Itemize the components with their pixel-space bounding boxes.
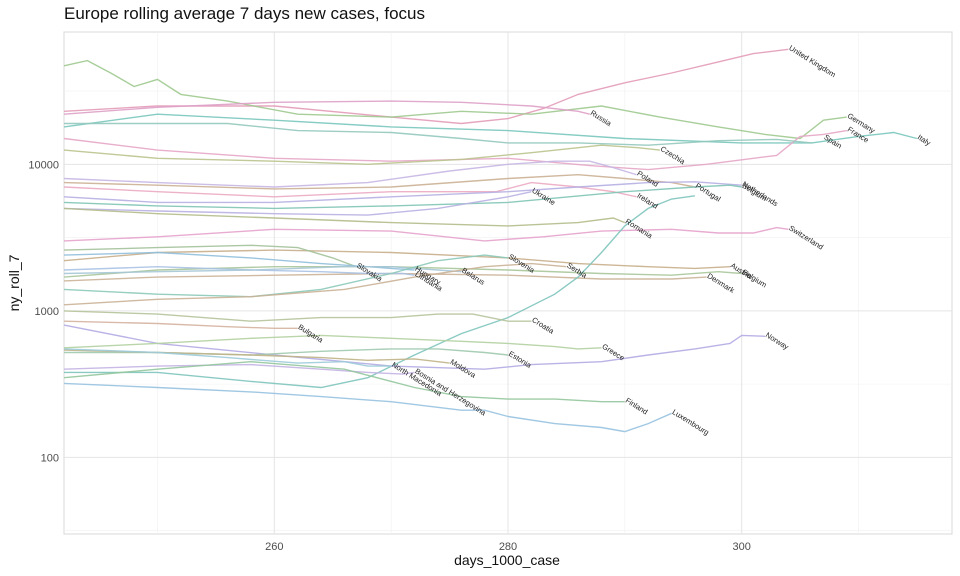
series-line xyxy=(63,244,357,268)
series-line xyxy=(63,100,590,115)
series-line xyxy=(63,251,415,271)
series-line xyxy=(63,324,766,370)
x-tick-label: 300 xyxy=(733,541,751,553)
series-line xyxy=(63,207,626,227)
series-line xyxy=(63,48,789,125)
series-line xyxy=(63,334,602,350)
y-tick-label: 100 xyxy=(41,452,59,464)
x-tick-label: 280 xyxy=(499,541,517,553)
series-line xyxy=(63,160,637,188)
series-line xyxy=(63,226,789,242)
series-line xyxy=(63,262,567,306)
series-line xyxy=(63,184,742,210)
series-line xyxy=(63,266,462,275)
series-line xyxy=(63,360,625,403)
series-line xyxy=(63,320,298,329)
y-tick-label: 1000 xyxy=(35,306,59,318)
series-line xyxy=(63,254,509,298)
series-line xyxy=(63,348,392,367)
series-line xyxy=(63,113,918,144)
x-tick-label: 260 xyxy=(265,541,283,553)
y-tick-label: 10000 xyxy=(28,159,59,171)
series-line xyxy=(64,122,812,146)
series-line xyxy=(63,191,532,216)
series-line xyxy=(63,363,415,375)
series-line xyxy=(63,265,415,276)
series-line xyxy=(64,195,695,389)
series-line xyxy=(63,59,847,140)
series-line xyxy=(63,310,532,322)
series-line xyxy=(63,382,672,433)
series-line xyxy=(63,181,742,204)
series-line xyxy=(63,173,696,190)
x-axis-label: days_1000_case xyxy=(454,552,560,568)
chart-title: Europe rolling average 7 days new cases,… xyxy=(64,4,425,23)
series-line xyxy=(63,144,660,166)
series-line xyxy=(63,272,707,282)
series-line xyxy=(63,129,847,171)
series-line xyxy=(63,266,742,278)
